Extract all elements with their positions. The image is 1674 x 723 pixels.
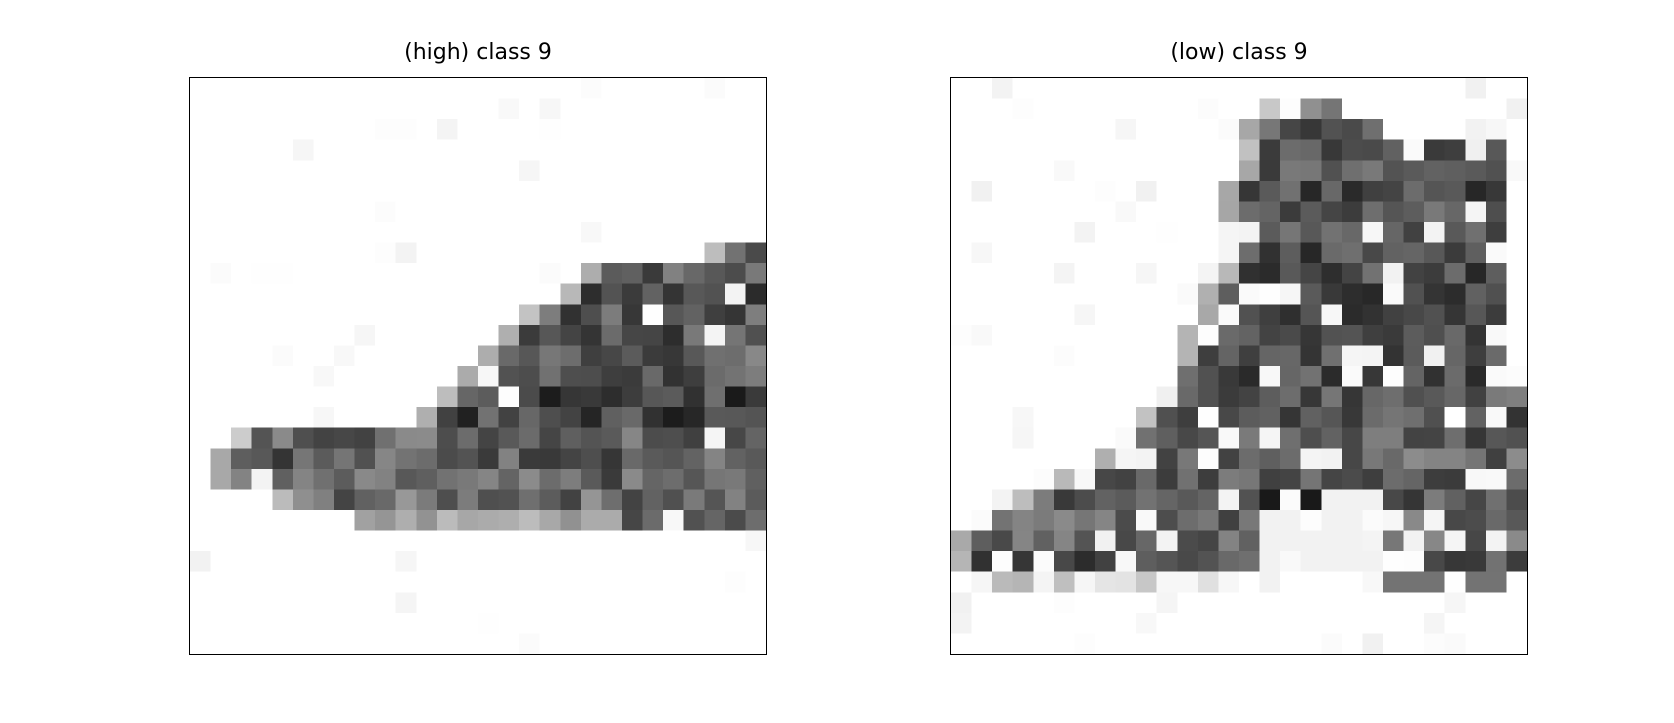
image-panel-low	[950, 77, 1528, 655]
sneaker-image	[190, 78, 766, 654]
panel-title-high: (high) class 9	[404, 40, 552, 65]
image-panel-high	[189, 77, 767, 655]
ankle-boot-image	[951, 78, 1527, 654]
panel-title-low: (low) class 9	[1170, 40, 1308, 65]
